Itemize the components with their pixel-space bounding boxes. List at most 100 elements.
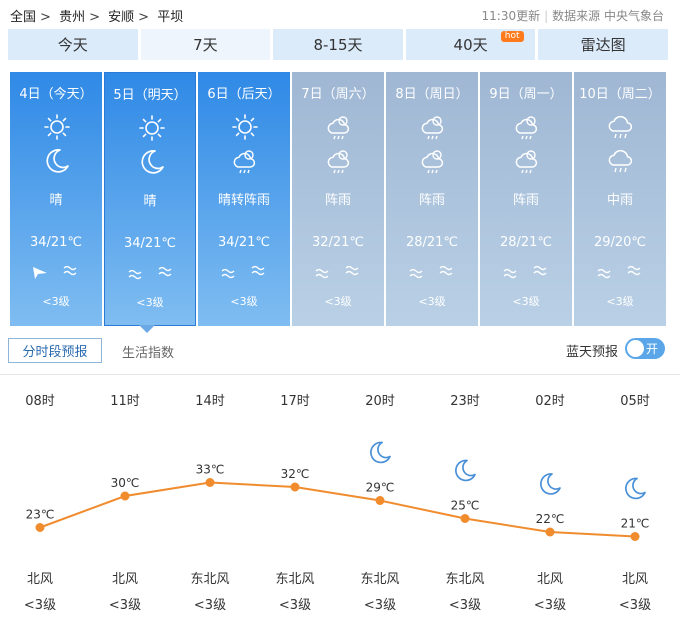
temperature-label: 21℃: [621, 517, 650, 531]
temperature-point: [120, 491, 130, 501]
hour-time: 20时: [365, 394, 395, 409]
moon-icon: [137, 147, 167, 177]
tab-radar[interactable]: 雷达图: [538, 29, 668, 60]
data-source: 数据来源 中央气象台: [552, 9, 664, 23]
day-card[interactable]: 9日（周一） 阵雨 28/21℃ <3级: [480, 72, 572, 326]
day-weather: 阵雨: [418, 193, 445, 208]
temperature-point: [375, 496, 385, 505]
temperature-point: [545, 527, 555, 537]
hour-wind-direction: 北风: [112, 572, 138, 587]
day-wind-level: <3级: [606, 295, 634, 308]
day-wind-level: <3级: [136, 296, 164, 309]
sun-icon: [42, 112, 72, 142]
tab-7day[interactable]: 7天: [140, 29, 274, 60]
rain-shower-icon: [512, 146, 542, 176]
tab-hourly-forecast[interactable]: 分时段预报: [8, 338, 102, 363]
breeze-icon: [438, 263, 454, 281]
hour-wind-level: <3级: [619, 598, 651, 613]
hour-wind-level: <3级: [364, 598, 396, 613]
hour-time: 05时: [620, 394, 650, 409]
day-wind-level: <3级: [324, 295, 352, 308]
breadcrumb-item-city[interactable]: 安顺: [108, 10, 135, 25]
day-temperature: 28/21℃: [405, 235, 459, 250]
daily-forecast: 4日（今天） 晴 34/21℃ <3级 5日（明天） 晴 34/21℃ <3级 …: [10, 72, 666, 326]
temperature-point: [290, 482, 300, 492]
hour-time: 02时: [535, 394, 565, 409]
temperature-label: 32℃: [281, 467, 310, 481]
breeze-icon: [220, 265, 236, 279]
wind-direction-arrow-icon: [32, 265, 48, 279]
tab-40day[interactable]: 40天 hot: [405, 29, 539, 60]
breeze-icon: [157, 264, 173, 282]
breeze-icon: [344, 263, 360, 281]
hour-wind-direction: 东北风: [445, 572, 484, 587]
breeze-icon: [596, 265, 612, 279]
day-card[interactable]: 6日（后天） 晴转阵雨 34/21℃ <3级: [198, 72, 290, 326]
sun-icon: [230, 112, 260, 142]
blue-sky-label: 蓝天预报: [566, 345, 619, 360]
selected-day-pointer: [139, 325, 155, 333]
day-date: 4日（今天）: [19, 87, 93, 102]
blue-sky-toggle[interactable]: 开: [625, 338, 665, 359]
breadcrumb-item-province[interactable]: 贵州: [59, 10, 86, 25]
day-card[interactable]: 7日（周六） 阵雨 32/21℃ <3级: [292, 72, 384, 326]
sun-icon: [137, 113, 167, 143]
day-temperature: 29/20℃: [593, 235, 647, 250]
day-temperature: 32/21℃: [311, 235, 365, 250]
rain-icon: [606, 112, 636, 142]
temperature-point: [205, 478, 215, 487]
hour-wind-direction: 东北风: [190, 572, 229, 587]
hour-time: 23时: [450, 394, 480, 409]
tab-today[interactable]: 今天: [8, 29, 141, 60]
day-card[interactable]: 8日（周日） 阵雨 28/21℃ <3级: [386, 72, 478, 326]
day-temperature: 34/21℃: [217, 235, 271, 250]
hour-wind-level: <3级: [534, 598, 566, 613]
day-date: 7日（周六）: [301, 87, 375, 102]
temperature-point: [630, 532, 640, 541]
temperature-label: 23℃: [26, 508, 55, 522]
breeze-icon: [62, 263, 78, 281]
day-date: 8日（周日）: [395, 87, 469, 102]
hour-time: 17时: [280, 394, 310, 409]
tab-life-index[interactable]: 生活指数: [122, 346, 175, 361]
hour-time: 08时: [25, 394, 55, 409]
rain-shower-icon: [418, 146, 448, 176]
day-temperature: 34/21℃: [123, 236, 177, 251]
temperature-point: [460, 514, 470, 523]
tab-label: 雷达图: [580, 36, 626, 54]
breadcrumb: 全国 > 贵州 > 安顺 > 平坝: [10, 6, 187, 25]
hour-wind-direction: 北风: [537, 572, 563, 587]
moon-icon: [455, 459, 476, 482]
temperature-point: [35, 523, 45, 532]
day-wind-level: <3级: [230, 295, 258, 308]
day-card[interactable]: 5日（明天） 晴 34/21℃ <3级: [104, 72, 196, 326]
hourly-temperature-chart: 08时 23℃ 北风 <3级 11时 30℃ 北风 <3级 14时 33℃ 东北风 <3级 17时 32℃…: [24, 394, 651, 613]
day-card[interactable]: 10日（周二） 中雨 29/20℃ <3级: [574, 72, 666, 326]
hour-wind-level: <3级: [279, 598, 311, 613]
tab-8-15day[interactable]: 8-15天: [273, 29, 406, 60]
hour-wind-level: <3级: [109, 598, 141, 613]
day-temperature: 34/21℃: [29, 235, 83, 250]
temperature-label: 22℃: [536, 512, 565, 526]
breadcrumb-item-county: 平坝: [157, 10, 184, 25]
temperature-label: 30℃: [111, 476, 140, 490]
day-card[interactable]: 4日（今天） 晴 34/21℃ <3级: [10, 72, 102, 326]
breadcrumb-item-country[interactable]: 全国: [10, 10, 37, 25]
temperature-label: 33℃: [196, 463, 225, 477]
day-weather: 晴: [49, 193, 63, 208]
moon-icon: [42, 146, 72, 176]
breeze-icon: [502, 265, 518, 279]
day-date: 6日（后天）: [207, 87, 281, 102]
hour-wind-direction: 北风: [622, 572, 648, 587]
day-weather: 阵雨: [324, 193, 351, 208]
tab-label: 今天: [57, 36, 88, 54]
day-weather: 晴: [143, 194, 157, 209]
rain-shower-icon: [230, 146, 260, 176]
rain-shower-icon: [324, 112, 354, 142]
breeze-icon: [532, 263, 548, 281]
moon-icon: [370, 441, 391, 464]
day-weather: 晴转阵雨: [217, 193, 270, 208]
tab-label: 8-15天: [313, 36, 363, 54]
rain-shower-icon: [418, 112, 448, 142]
hour-wind-direction: 北风: [27, 572, 53, 587]
